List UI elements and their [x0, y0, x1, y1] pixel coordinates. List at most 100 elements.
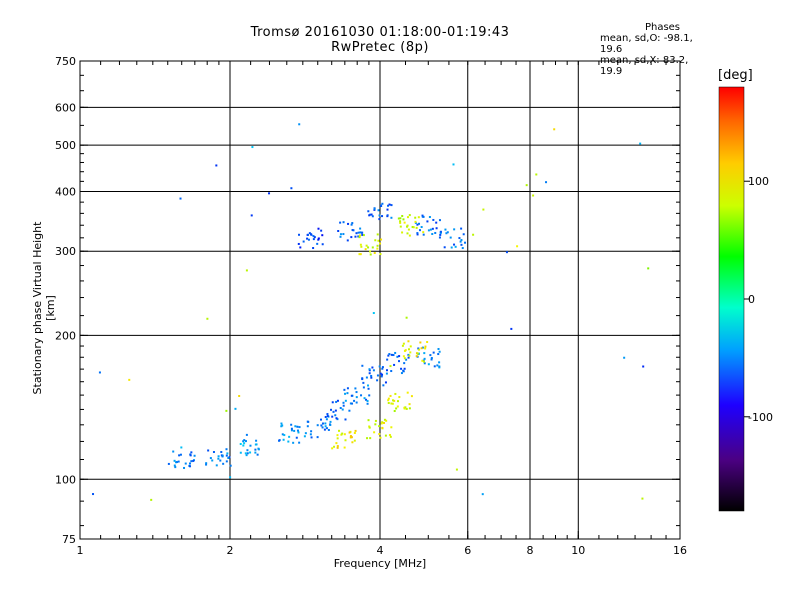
noise-point — [229, 476, 232, 479]
data-point — [450, 246, 453, 249]
data-point — [392, 354, 395, 357]
data-point — [439, 230, 442, 233]
data-point — [321, 422, 324, 425]
data-point — [407, 340, 410, 343]
noise-point — [452, 163, 455, 166]
y-tick-label: 750 — [55, 55, 76, 68]
y-tick-label: 500 — [55, 139, 76, 152]
data-point — [317, 227, 320, 230]
noise-point — [298, 123, 301, 126]
data-point — [325, 427, 328, 430]
data-point — [330, 408, 333, 411]
data-point — [406, 225, 409, 228]
data-point — [418, 222, 421, 225]
data-point — [349, 436, 352, 439]
data-point — [444, 228, 447, 231]
data-point — [379, 253, 382, 256]
data-point — [350, 436, 353, 439]
noise-point — [553, 128, 556, 131]
data-point — [344, 418, 347, 421]
data-point — [336, 445, 339, 448]
data-point — [317, 237, 320, 240]
data-point — [438, 219, 441, 222]
data-point — [446, 231, 449, 234]
data-point — [426, 341, 429, 344]
data-point — [335, 417, 338, 420]
data-point — [217, 457, 220, 460]
noise-point — [215, 164, 218, 167]
data-point — [379, 372, 382, 375]
data-point — [400, 367, 403, 370]
data-point — [391, 402, 394, 405]
data-point — [403, 406, 406, 409]
data-point — [297, 242, 300, 245]
data-point — [239, 451, 242, 454]
data-point — [349, 435, 352, 438]
data-point — [189, 465, 192, 468]
data-point — [427, 229, 430, 232]
noise-point — [179, 197, 182, 200]
data-point — [172, 450, 175, 453]
data-point — [281, 424, 284, 427]
data-point — [288, 435, 291, 438]
data-point — [372, 369, 375, 372]
data-point — [296, 429, 299, 432]
data-point — [362, 386, 365, 389]
data-point — [220, 451, 223, 454]
noise-point — [128, 378, 131, 381]
data-point — [402, 355, 405, 358]
data-point — [306, 425, 309, 428]
data-point — [361, 364, 364, 367]
data-point — [388, 203, 391, 206]
data-point — [366, 402, 369, 405]
data-point — [414, 216, 417, 219]
noise-point — [510, 327, 513, 330]
data-point — [367, 246, 370, 249]
data-point — [436, 364, 439, 367]
axis-ticks: 1 2 4 6 8 10 16 75 100 200 300 400 500 600 750 — [55, 55, 687, 557]
data-point — [227, 456, 230, 459]
data-point — [385, 419, 388, 422]
data-point — [362, 381, 365, 384]
data-point — [290, 429, 293, 432]
data-point — [321, 426, 324, 429]
data-point — [174, 461, 177, 464]
data-point — [302, 240, 305, 243]
data-point — [346, 239, 349, 242]
data-point — [426, 220, 429, 223]
data-point — [334, 414, 337, 417]
noise-point — [399, 225, 402, 228]
data-point — [367, 419, 370, 422]
data-point — [394, 351, 397, 354]
data-point — [424, 347, 427, 350]
data-point — [342, 233, 345, 236]
data-point — [460, 243, 463, 246]
data-point — [380, 375, 383, 378]
data-point — [411, 225, 414, 228]
data-point — [439, 233, 442, 236]
data-point — [310, 430, 313, 433]
data-point — [225, 454, 228, 457]
data-point — [381, 366, 384, 369]
x-tick-label: 16 — [673, 544, 687, 557]
data-point — [423, 360, 426, 363]
noise-point — [405, 316, 408, 319]
data-point — [420, 347, 423, 350]
data-point — [371, 215, 374, 218]
data-point — [388, 353, 391, 356]
data-point — [283, 434, 286, 437]
colorbar-tick-label: 0 — [748, 293, 755, 306]
noise-point — [545, 181, 548, 184]
data-point — [336, 437, 339, 440]
data-point — [390, 402, 393, 405]
noise-point — [268, 192, 271, 195]
data-point — [400, 372, 403, 375]
noise-point — [532, 194, 535, 197]
data-point — [350, 236, 353, 239]
data-point — [341, 408, 344, 411]
phases-header: Phases — [644, 22, 681, 33]
data-point — [379, 436, 382, 439]
data-point — [408, 214, 411, 217]
data-point — [393, 399, 396, 402]
data-point — [405, 358, 408, 361]
